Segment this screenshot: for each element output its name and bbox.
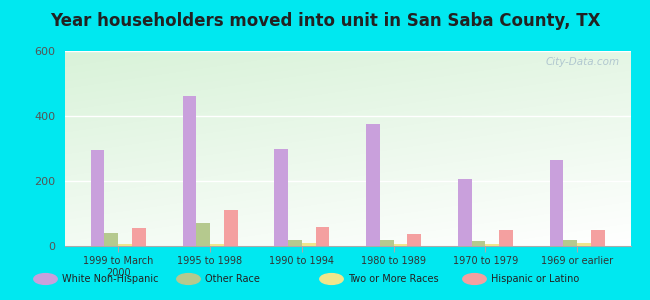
Bar <box>408 234 421 246</box>
Bar <box>499 230 513 246</box>
Bar <box>210 244 224 246</box>
Bar <box>91 150 105 246</box>
Bar <box>472 241 486 246</box>
Text: Year householders moved into unit in San Saba County, TX: Year householders moved into unit in San… <box>50 12 600 30</box>
Bar <box>564 239 577 246</box>
Text: Two or More Races: Two or More Races <box>348 274 438 284</box>
Text: White Non-Hispanic: White Non-Hispanic <box>62 274 158 284</box>
Bar <box>577 243 591 246</box>
Bar <box>183 97 196 246</box>
Bar <box>550 160 564 246</box>
Bar <box>380 239 394 246</box>
Bar <box>486 244 499 246</box>
Bar <box>224 210 238 246</box>
Bar <box>118 244 132 246</box>
Bar <box>105 233 118 246</box>
Bar <box>302 243 316 246</box>
Text: Other Race: Other Race <box>205 274 259 284</box>
Bar <box>196 223 210 246</box>
Text: Hispanic or Latino: Hispanic or Latino <box>491 274 579 284</box>
Bar <box>366 124 380 246</box>
Bar <box>458 179 472 246</box>
Text: City-Data.com: City-Data.com <box>545 57 619 67</box>
Bar <box>316 227 330 246</box>
Bar <box>274 148 288 246</box>
Bar <box>288 239 302 246</box>
Bar <box>591 230 604 246</box>
Bar <box>394 244 408 246</box>
Bar <box>132 228 146 246</box>
